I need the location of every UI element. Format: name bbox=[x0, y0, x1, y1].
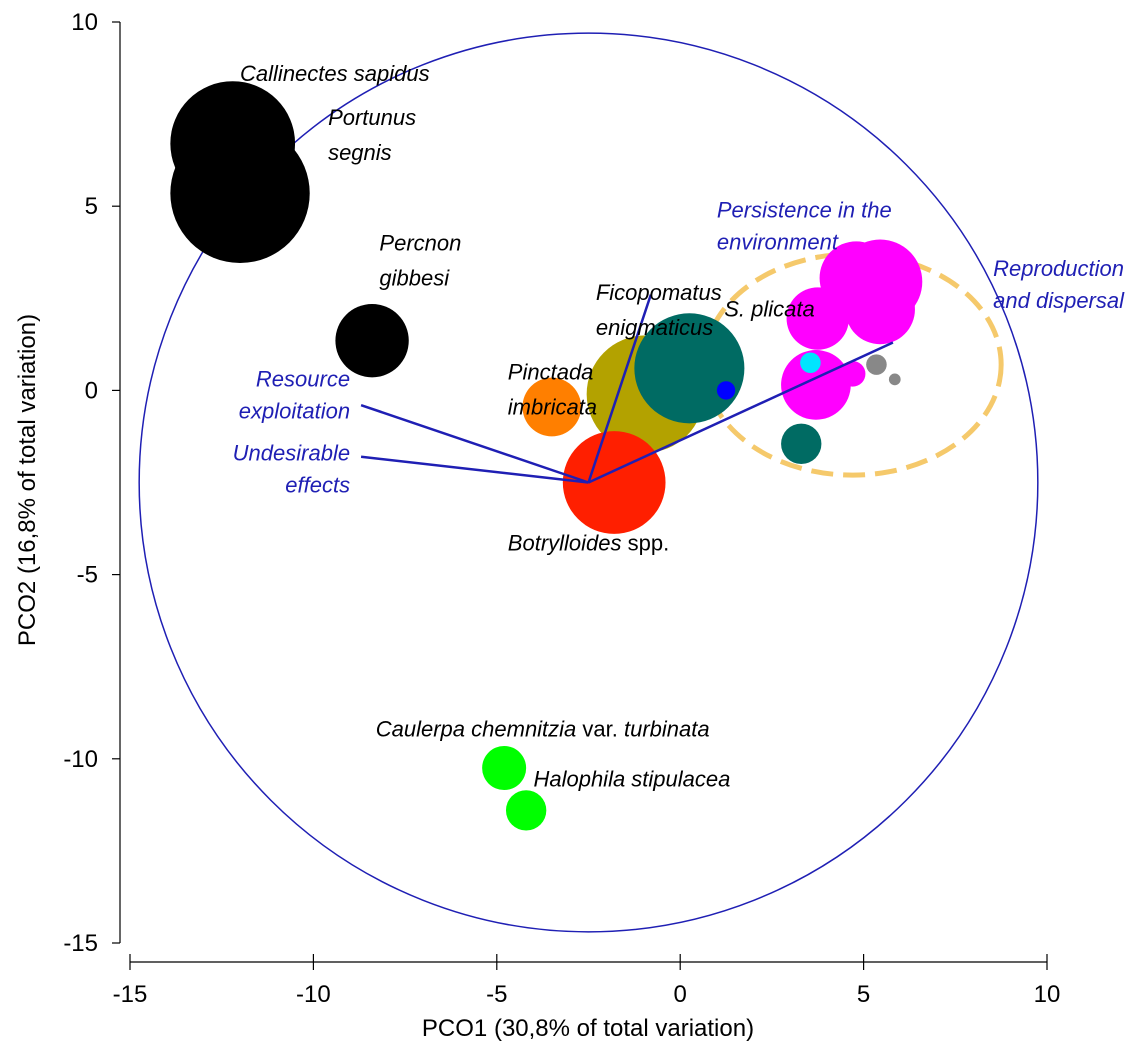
x-axis-title: PCO1 (30,8% of total variation) bbox=[422, 1015, 754, 1042]
vectors-layer bbox=[360, 294, 894, 484]
vector-line bbox=[360, 455, 589, 484]
x-tick-label: -10 bbox=[296, 981, 331, 1008]
species-label: segnis bbox=[328, 140, 392, 165]
x-tick-label: 5 bbox=[857, 981, 870, 1008]
y-tick-label: 5 bbox=[85, 193, 98, 220]
vector-label: Reproduction and dispersal bbox=[993, 256, 1125, 313]
bubble-point bbox=[562, 431, 666, 534]
bubble-point bbox=[482, 746, 527, 791]
points-layer bbox=[170, 81, 923, 831]
x-tick-label: 10 bbox=[1034, 981, 1061, 1008]
x-tick-label: -15 bbox=[113, 981, 148, 1008]
species-label: Pinctada bbox=[508, 359, 594, 384]
bubble-point bbox=[781, 423, 822, 464]
y-tick-label: -5 bbox=[77, 562, 98, 589]
axes-layer: -15 -10 -5 0 5 10 10 5 0 -5 -10 -15 bbox=[63, 9, 1060, 1008]
species-label: Botrylloides spp. bbox=[508, 531, 669, 556]
y-tick-label: -10 bbox=[63, 746, 98, 773]
species-label: Percnon bbox=[379, 230, 461, 255]
species-label: Halophila stipulacea bbox=[533, 766, 730, 791]
vector-line bbox=[360, 403, 589, 484]
bubble-point bbox=[716, 381, 736, 400]
species-label: Caulerpa chemnitzia var. turbinata bbox=[376, 717, 710, 742]
bubble-point bbox=[170, 123, 310, 263]
y-tick-label: 0 bbox=[85, 377, 98, 404]
bubble-point bbox=[505, 790, 547, 831]
bubble-point bbox=[781, 350, 851, 420]
x-tick-label: -5 bbox=[486, 981, 507, 1008]
vector-line bbox=[587, 294, 653, 483]
bubble-point bbox=[522, 377, 582, 437]
bubble-point bbox=[866, 354, 887, 375]
y-axis-title: PCO2 (16,8% of total variation) bbox=[14, 314, 41, 646]
x-tick-label: 0 bbox=[674, 981, 687, 1008]
labels-layer: Callinectes sapidus Portunus segnis Percnon… bbox=[233, 61, 1125, 791]
vector-line bbox=[587, 341, 894, 484]
species-label: imbricata bbox=[508, 394, 597, 419]
species-label: Ficopomatus bbox=[596, 280, 722, 305]
bubble-point bbox=[800, 352, 821, 374]
bubble-point bbox=[335, 303, 409, 378]
bubble-point bbox=[634, 313, 745, 424]
y-tick-label: 10 bbox=[71, 9, 98, 36]
vector-label: Resource exploitation bbox=[239, 367, 350, 424]
species-label: gibbesi bbox=[379, 265, 450, 290]
correlation-circle bbox=[138, 32, 1039, 933]
species-label: enigmaticus bbox=[596, 315, 713, 340]
vector-label: Persistence in the environment bbox=[717, 197, 892, 254]
correlation-circle-layer bbox=[138, 32, 1039, 933]
species-label: Portunus bbox=[328, 105, 416, 130]
bubble-point bbox=[839, 360, 866, 387]
vector-label: Undesirable effects bbox=[233, 440, 350, 497]
bubble-point bbox=[845, 274, 915, 345]
y-tick-label: -15 bbox=[63, 930, 98, 957]
species-label: S. plicata bbox=[724, 297, 815, 322]
species-label: Callinectes sapidus bbox=[240, 61, 430, 86]
bubble-point bbox=[888, 373, 901, 386]
